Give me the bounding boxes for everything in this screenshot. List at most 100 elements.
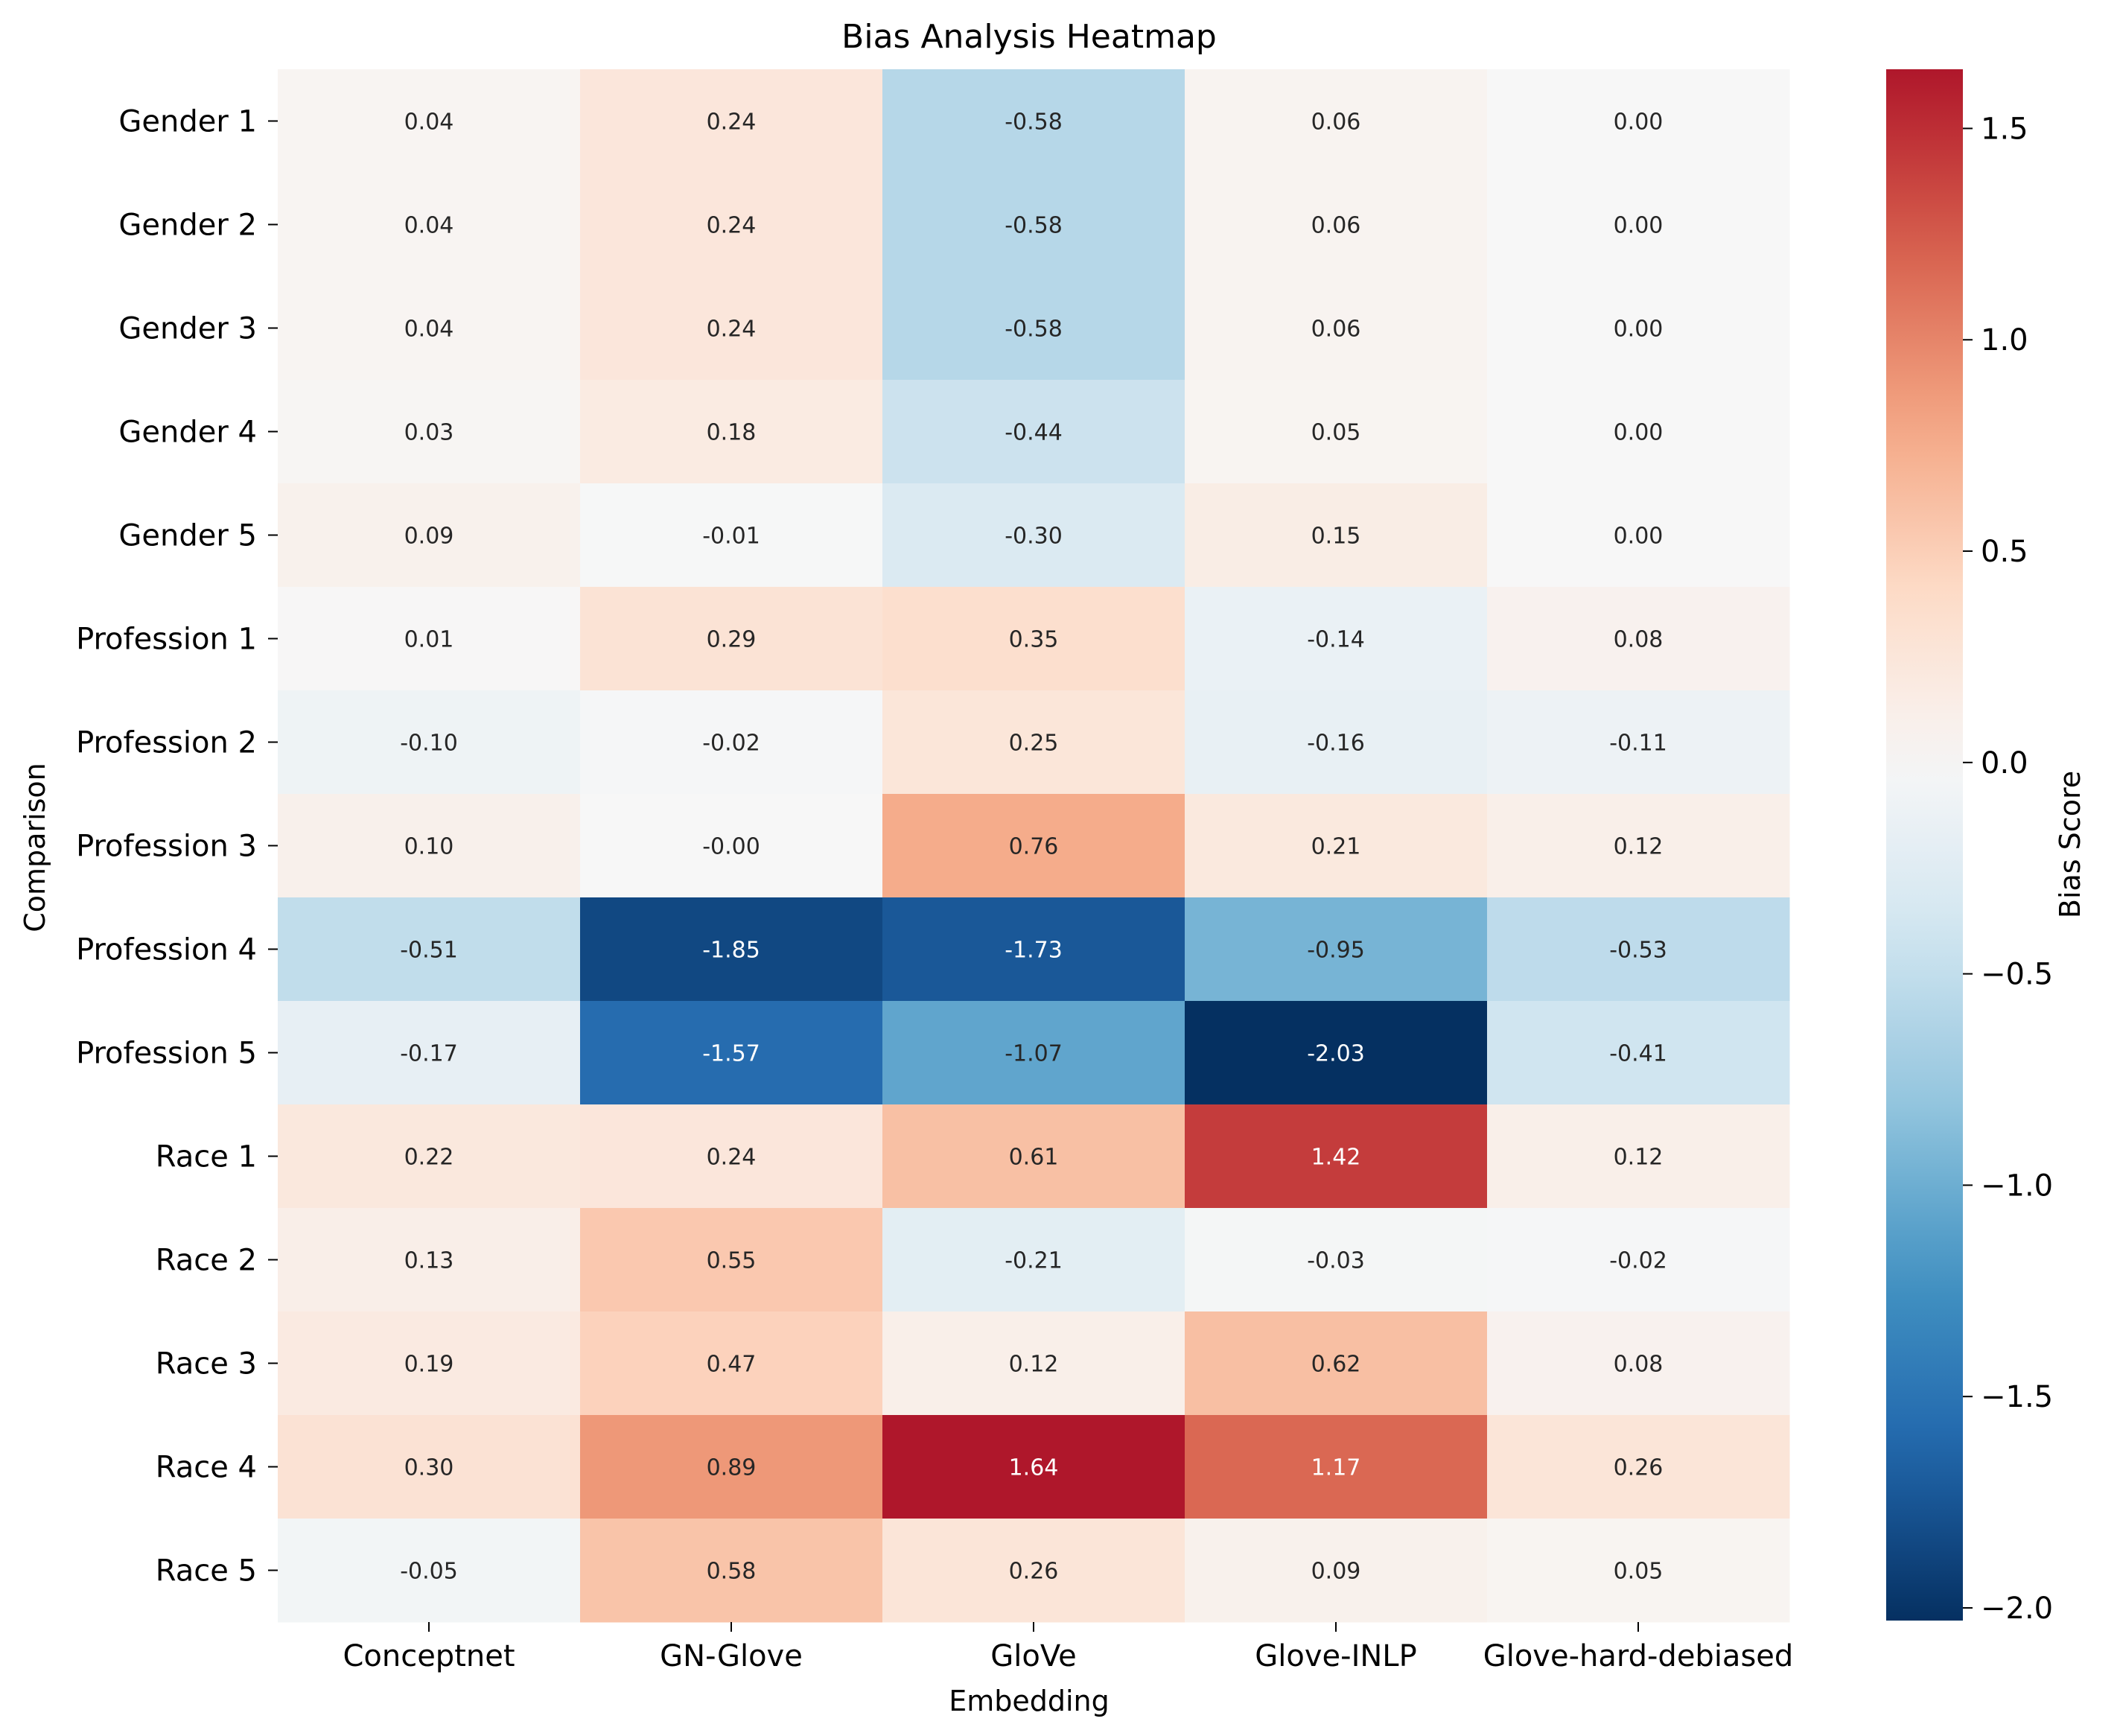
heatmap-cell [1185, 794, 1488, 898]
heatmap-cell [580, 173, 883, 277]
heatmap-cell [1487, 483, 1790, 588]
heatmap-cell [278, 1104, 581, 1209]
cell-value-label: 0.12 [1009, 1352, 1059, 1378]
heatmap-cell [882, 276, 1185, 381]
x-tick-label: GloVe [990, 1639, 1076, 1673]
heatmap-cell [278, 1415, 581, 1519]
cell-value-label: -0.95 [1307, 938, 1365, 964]
heatmap-cell [278, 276, 581, 381]
cell-value-label: 0.00 [1614, 109, 1664, 136]
heatmap-cell [882, 1311, 1185, 1416]
cell-value-label: 0.03 [404, 420, 454, 446]
cell-value-label: 0.01 [404, 627, 454, 653]
heatmap-cell [882, 897, 1185, 1002]
cell-value-label: 0.06 [1311, 109, 1361, 136]
cell-value-label: -0.58 [1005, 109, 1063, 136]
cell-value-label: 0.00 [1614, 213, 1664, 239]
heatmap-cell [1185, 1208, 1488, 1312]
heatmap-cell [580, 794, 883, 898]
heatmap-cell [278, 483, 581, 588]
colorbar-label: Bias Score [2054, 771, 2086, 918]
cell-value-label: -0.11 [1609, 731, 1667, 757]
y-tick-label: Gender 4 [118, 416, 257, 450]
cell-value-label: 0.08 [1614, 627, 1664, 653]
heatmap-cell [278, 587, 581, 691]
heatmap-cell [1185, 1001, 1488, 1105]
cell-value-label: 0.35 [1009, 627, 1059, 653]
cell-value-label: 0.29 [707, 627, 757, 653]
y-tick-label: Race 2 [156, 1244, 257, 1278]
heatmap-cell [580, 587, 883, 691]
cell-value-label: -0.02 [1609, 1248, 1667, 1274]
heatmap-cell [882, 1415, 1185, 1519]
heatmap-cell [1185, 1311, 1488, 1416]
cell-value-label: -0.58 [1005, 317, 1063, 343]
cell-value-label: 0.30 [404, 1455, 454, 1481]
cell-value-label: -0.01 [702, 524, 760, 550]
heatmap-cell [1487, 1208, 1790, 1312]
heatmap-cell [1487, 380, 1790, 484]
y-tick-label: Profession 3 [76, 830, 257, 864]
cell-value-label: -0.10 [400, 731, 458, 757]
heatmap-cell [1185, 483, 1488, 588]
heatmap-cell [580, 1311, 883, 1416]
cell-value-label: 0.05 [1311, 420, 1361, 446]
heatmap-cell [580, 380, 883, 484]
heatmap-cell [1487, 587, 1790, 691]
cell-value-label: -0.03 [1307, 1248, 1365, 1274]
cell-value-label: -0.16 [1307, 731, 1365, 757]
cell-value-label: 0.21 [1311, 834, 1361, 860]
cell-value-label: 0.08 [1614, 1352, 1664, 1378]
heatmap-cell [882, 483, 1185, 588]
heatmap-cell [1487, 1311, 1790, 1416]
cell-value-label: 0.06 [1311, 213, 1361, 239]
heatmap-cell [1487, 1519, 1790, 1623]
cell-value-label: -2.03 [1307, 1041, 1365, 1067]
cell-value-label: -0.14 [1307, 627, 1365, 653]
heatmap-cell [278, 897, 581, 1002]
heatmap-cell [580, 690, 883, 795]
y-tick-label: Race 5 [156, 1554, 257, 1589]
cell-value-label: 0.55 [707, 1248, 757, 1274]
cell-value-label: -0.17 [400, 1041, 458, 1067]
x-tick-label: Glove-hard-debiased [1483, 1639, 1794, 1673]
colorbar-tick-label: −1.5 [1981, 1380, 2053, 1414]
heatmap-cell [1185, 173, 1488, 277]
heatmap-cell [278, 380, 581, 484]
colorbar-tick-label: 1.5 [1981, 112, 2028, 146]
heatmap-cell [1487, 1104, 1790, 1209]
heatmap-cell [1185, 1104, 1488, 1209]
heatmap-cell [278, 69, 581, 174]
cell-value-label: -0.44 [1005, 420, 1063, 446]
cell-value-label: 0.19 [404, 1352, 454, 1378]
heatmap-cell [580, 276, 883, 381]
heatmap-cell [882, 380, 1185, 484]
heatmap-cell [882, 794, 1185, 898]
heatmap-cell [1185, 380, 1488, 484]
heatmap-cell [882, 69, 1185, 174]
cell-value-label: 0.00 [1614, 524, 1664, 550]
heatmap-cells [278, 69, 1790, 1623]
heatmap-cell [1185, 276, 1488, 381]
cell-value-label: 0.00 [1614, 420, 1664, 446]
heatmap-cell [1185, 897, 1488, 1002]
heatmap-cell [1185, 690, 1488, 795]
y-tick-label: Profession 5 [76, 1037, 257, 1071]
y-tick-label: Gender 1 [118, 105, 257, 139]
heatmap-cell [278, 173, 581, 277]
cell-value-label: 0.04 [404, 213, 454, 239]
x-axis-label: Embedding [949, 1685, 1110, 1717]
y-tick-label: Profession 2 [76, 726, 257, 760]
cell-value-label: 0.18 [707, 420, 757, 446]
y-tick-label: Gender 5 [118, 519, 257, 553]
cell-value-label: 0.25 [1009, 731, 1059, 757]
heatmap-cell [278, 1311, 581, 1416]
heatmap-cell [1487, 173, 1790, 277]
heatmap-cell [278, 1208, 581, 1312]
y-axis: Gender 1 Gender 2 Gender 3 Gender 4 Gender 5… [76, 105, 278, 1589]
heatmap-cell [580, 1001, 883, 1105]
cell-value-label: 0.61 [1009, 1145, 1059, 1171]
heatmap-cell [580, 1519, 883, 1623]
cell-value-label: -1.73 [1005, 938, 1063, 964]
